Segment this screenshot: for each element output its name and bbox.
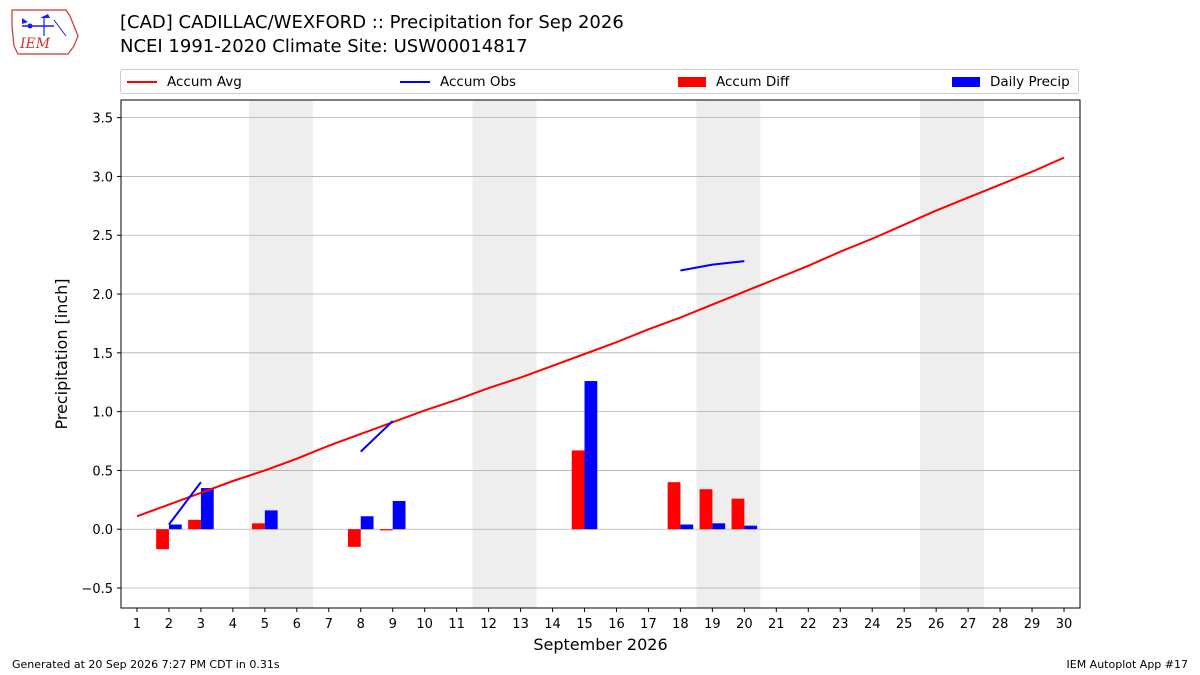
- y-tick-label: 2.5: [92, 229, 113, 244]
- x-tick-label: 2: [165, 617, 173, 632]
- generated-timestamp: Generated at 20 Sep 2026 7:27 PM CDT in …: [12, 658, 280, 671]
- x-tick-label: 11: [448, 617, 465, 632]
- x-tick-label: 24: [864, 617, 881, 632]
- x-tick-label: 15: [576, 617, 593, 632]
- accum-diff-bar: [667, 482, 681, 530]
- chart-legend: Accum Avg Accum Obs Accum Diff Daily Pre…: [120, 69, 1079, 94]
- accum-diff-bar: [347, 529, 361, 547]
- accum-diff-bar: [379, 529, 393, 531]
- accum-diff-bar: [699, 489, 713, 530]
- x-tick-label: 7: [325, 617, 333, 632]
- legend-item-accum-avg: Accum Avg: [127, 73, 242, 91]
- daily-precip-bar: [200, 488, 214, 530]
- daily-precip-bar: [392, 500, 406, 530]
- x-tick-label: 12: [480, 617, 497, 632]
- x-tick-label: 16: [608, 617, 625, 632]
- legend-item-accum-diff: Accum Diff: [678, 73, 789, 91]
- daily-precip-bar: [680, 524, 694, 530]
- plot-frame: [120, 99, 1081, 609]
- daily-precip-bar: [168, 524, 182, 530]
- x-tick-label: 28: [992, 617, 1009, 632]
- x-tick-label: 14: [544, 617, 561, 632]
- x-tick-label: 8: [357, 617, 365, 632]
- legend-swatch-daily-precip: [952, 77, 980, 87]
- y-axis-label: Precipitation [inch]: [52, 278, 71, 429]
- accum-diff-bar: [252, 523, 265, 530]
- x-tick-label: 1: [133, 617, 141, 632]
- y-tick-label: 0.0: [92, 523, 113, 538]
- x-tick-label: 27: [960, 617, 977, 632]
- legend-label: Accum Avg: [167, 74, 242, 90]
- x-axis-label: September 2026: [533, 635, 667, 654]
- legend-swatch-accum-diff: [678, 77, 706, 87]
- legend-item-daily-precip: Daily Precip: [952, 73, 1070, 91]
- legend-label: Accum Diff: [716, 74, 790, 90]
- x-tick-label: 18: [672, 617, 689, 632]
- legend-swatch-accum-obs: [400, 81, 430, 83]
- y-tick-label: 1.0: [92, 406, 113, 421]
- daily-precip-bar: [264, 510, 278, 530]
- legend-label: Daily Precip: [990, 74, 1070, 90]
- chart-title: [CAD] CADILLAC/WEXFORD :: Precipitation …: [120, 12, 624, 33]
- daily-precip-bar: [584, 381, 598, 530]
- x-tick-label: 23: [832, 617, 849, 632]
- x-tick-label: 5: [261, 617, 269, 632]
- accum-diff-bar: [731, 498, 745, 530]
- accum-obs-line: [680, 260, 745, 272]
- y-tick-label: 3.0: [92, 170, 113, 185]
- y-tick-label: 1.5: [92, 347, 113, 362]
- x-tick-label: 19: [704, 617, 721, 632]
- app-label: IEM Autoplot App #17: [1066, 658, 1189, 671]
- legend-label: Accum Obs: [440, 74, 517, 90]
- x-tick-label: 9: [389, 617, 397, 632]
- x-tick-label: 26: [928, 617, 945, 632]
- x-tick-label: 22: [800, 617, 817, 632]
- accum-obs-line: [168, 481, 202, 526]
- x-tick-label: 20: [736, 617, 753, 632]
- weekend-shading: [920, 100, 985, 608]
- accum-obs-line: [360, 420, 394, 453]
- x-tick-label: 25: [896, 617, 913, 632]
- x-tick-label: 30: [1056, 617, 1073, 632]
- x-tick-label: 21: [768, 617, 785, 632]
- x-tick-label: 13: [512, 617, 529, 632]
- weekend-shading: [472, 100, 537, 608]
- daily-precip-bar: [360, 516, 374, 530]
- legend-swatch-accum-avg: [127, 81, 157, 83]
- x-tick-label: 17: [640, 617, 657, 632]
- y-tick-label: 3.5: [92, 112, 113, 127]
- y-tick-label: −0.5: [81, 582, 113, 597]
- daily-precip-bar: [712, 523, 726, 530]
- x-tick-label: 6: [293, 617, 301, 632]
- accum-diff-bar: [571, 450, 585, 530]
- daily-precip-bar: [744, 525, 758, 530]
- y-tick-label: 2.0: [92, 288, 113, 303]
- accum-diff-bar: [188, 519, 201, 530]
- x-tick-label: 3: [197, 617, 205, 632]
- accum-avg-line: [136, 156, 1065, 518]
- x-tick-label: 4: [229, 617, 237, 632]
- x-tick-label: 10: [416, 617, 433, 632]
- accum-diff-bar: [156, 529, 169, 550]
- chart-subtitle: NCEI 1991-2020 Climate Site: USW00014817: [120, 36, 528, 57]
- y-tick-label: 0.5: [92, 464, 113, 479]
- logo-text: IEM: [19, 36, 51, 52]
- iem-logo: IEM: [8, 6, 82, 60]
- legend-item-accum-obs: Accum Obs: [400, 73, 516, 91]
- x-tick-label: 29: [1024, 617, 1041, 632]
